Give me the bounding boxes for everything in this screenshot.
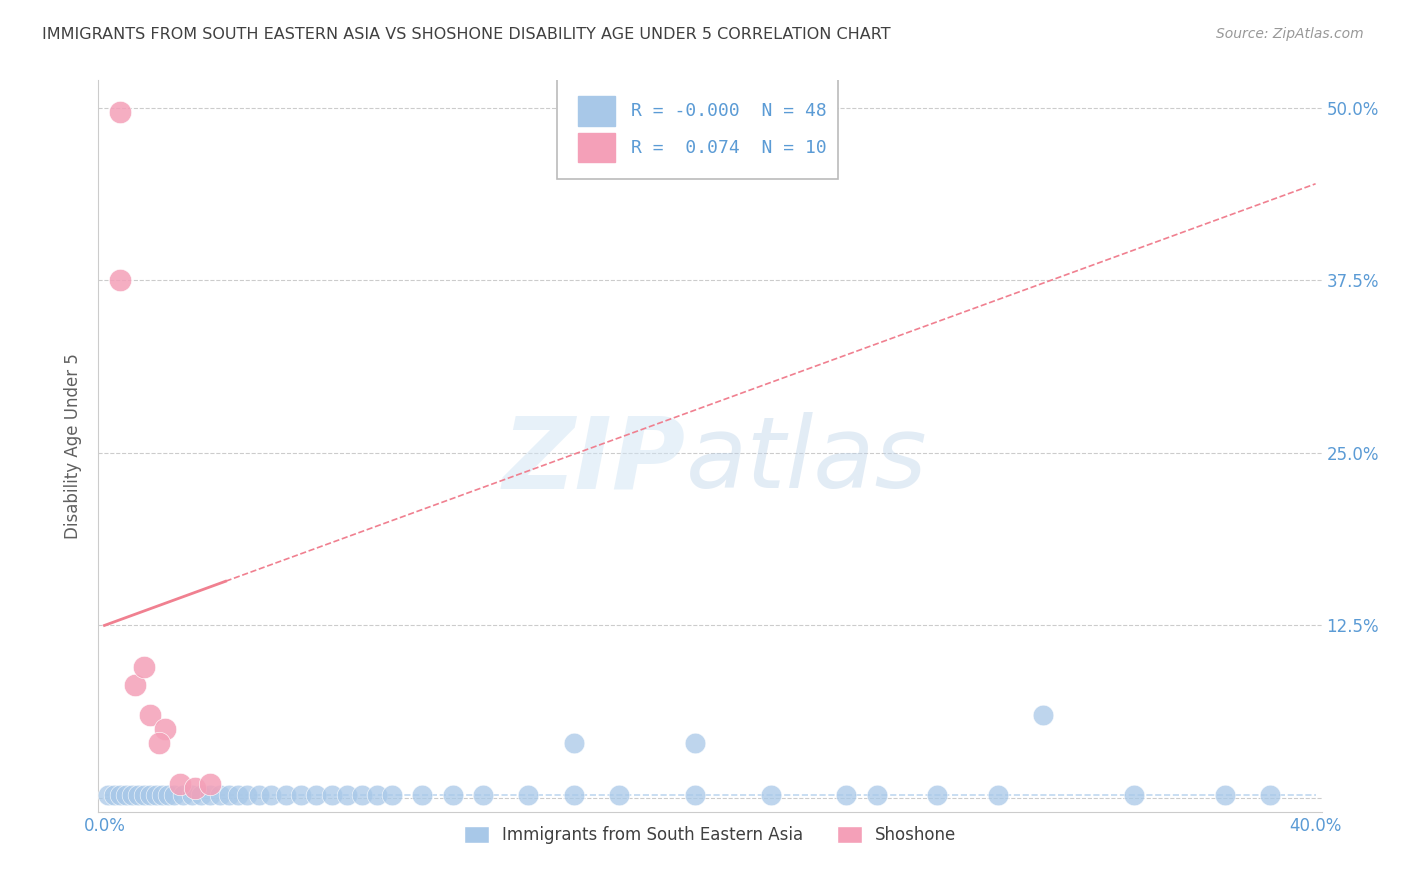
Point (139, 708, 162, 723)
Point (562, 788, 585, 802)
Point (169, 777, 191, 791)
Point (208, 788, 231, 802)
FancyBboxPatch shape (557, 77, 838, 179)
Legend: Immigrants from South Eastern Asia, Shoshone: Immigrants from South Eastern Asia, Shos… (457, 820, 963, 851)
Point (132, 788, 155, 802)
Point (108, 788, 131, 802)
Text: R = -0.000  N = 48: R = -0.000 N = 48 (630, 102, 827, 120)
Point (163, 788, 186, 802)
Point (218, 788, 240, 802)
Point (103, 788, 125, 802)
Point (1258, 788, 1281, 802)
Point (200, 788, 222, 802)
Point (759, 788, 782, 802)
Point (127, 788, 149, 802)
Point (150, 788, 173, 802)
Point (236, 788, 259, 802)
Point (987, 788, 1010, 802)
Text: Source: ZipAtlas.com: Source: ZipAtlas.com (1216, 27, 1364, 41)
Text: IMMIGRANTS FROM SOUTH EASTERN ASIA VS SHOSHONE DISABILITY AGE UNDER 5 CORRELATIO: IMMIGRANTS FROM SOUTH EASTERN ASIA VS SH… (42, 27, 891, 42)
Point (276, 788, 298, 802)
Point (184, 781, 207, 796)
Point (865, 788, 887, 802)
Point (607, 788, 630, 802)
Point (153, 722, 176, 736)
Point (350, 788, 373, 802)
Point (200, 777, 222, 791)
Text: ZIP: ZIP (502, 412, 686, 509)
Point (172, 788, 194, 802)
Point (562, 736, 585, 750)
Point (366, 788, 388, 802)
Point (471, 788, 494, 802)
Point (305, 788, 328, 802)
Point (145, 788, 167, 802)
Point (441, 788, 464, 802)
Point (190, 788, 212, 802)
Point (1122, 788, 1144, 802)
Point (114, 788, 136, 802)
Point (290, 788, 312, 802)
Bar (578, 96, 614, 126)
Point (124, 678, 146, 692)
Point (381, 788, 404, 802)
Point (181, 788, 204, 802)
Point (517, 788, 540, 802)
Point (132, 660, 155, 674)
Point (226, 788, 249, 802)
Y-axis label: Disability Age Under 5: Disability Age Under 5 (65, 353, 83, 539)
Point (108, 105, 131, 120)
Point (1032, 708, 1054, 723)
Point (96, 788, 118, 802)
Point (321, 788, 343, 802)
Point (121, 788, 143, 802)
Point (247, 788, 270, 802)
Text: atlas: atlas (686, 412, 927, 509)
Point (336, 788, 359, 802)
Point (148, 736, 170, 750)
Point (411, 788, 433, 802)
Point (1213, 788, 1236, 802)
Point (683, 788, 706, 802)
Point (157, 788, 180, 802)
Point (683, 736, 706, 750)
Text: R =  0.074  N = 10: R = 0.074 N = 10 (630, 138, 827, 157)
Bar (578, 133, 614, 162)
Point (108, 273, 131, 287)
Point (139, 788, 162, 802)
Point (927, 788, 949, 802)
Point (260, 788, 283, 802)
Point (835, 788, 858, 802)
